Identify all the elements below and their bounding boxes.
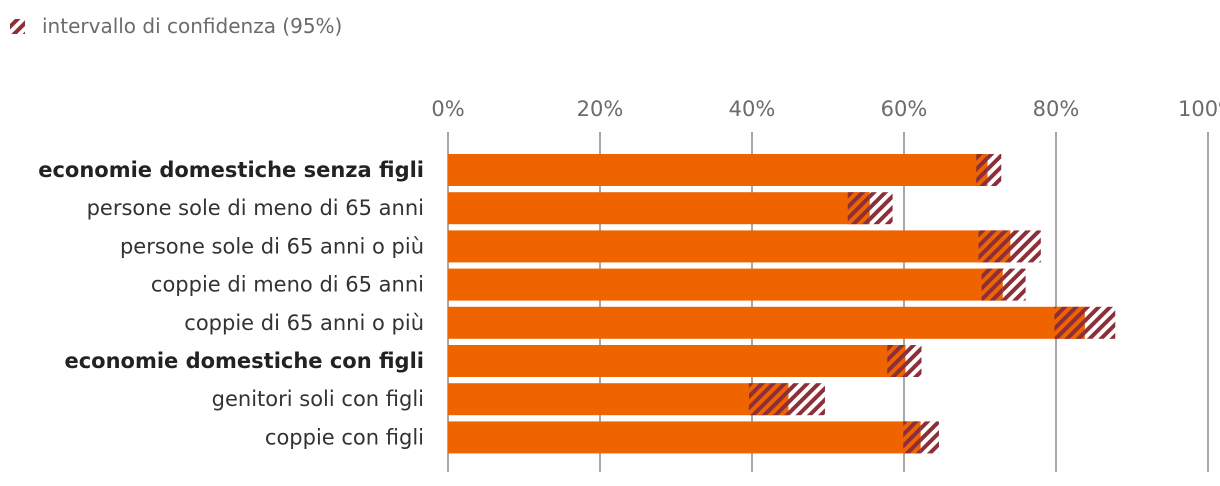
ci-upper-segment xyxy=(788,383,825,416)
bar-row xyxy=(448,268,1026,301)
category-label: coppie con figli xyxy=(265,425,424,449)
bar-row xyxy=(448,306,1116,339)
ci-lower-segment xyxy=(978,230,1011,263)
category-label: coppie di 65 anni o più xyxy=(184,311,424,335)
ci-legend-swatch xyxy=(10,19,25,34)
bar-row xyxy=(448,192,893,225)
x-tick-label: 100% xyxy=(1178,97,1220,121)
x-tick-label: 60% xyxy=(881,97,928,121)
category-label: persone sole di meno di 65 anni xyxy=(87,196,424,220)
ci-lower-segment xyxy=(748,383,789,416)
category-label: economie domestiche senza figli xyxy=(38,158,424,182)
bar xyxy=(448,306,1085,339)
x-tick-label: 40% xyxy=(729,97,776,121)
ci-legend-label: intervallo di confidenza (95%) xyxy=(42,14,342,38)
ci-lower-segment xyxy=(887,345,906,377)
ci-lower-segment xyxy=(903,421,921,454)
bar xyxy=(448,230,1011,263)
bar xyxy=(448,345,906,377)
category-label: persone sole di 65 anni o più xyxy=(120,234,424,258)
bar xyxy=(448,192,870,225)
bar-row xyxy=(448,421,939,454)
ci-upper-segment xyxy=(1084,306,1116,339)
ci-lower-segment xyxy=(976,154,988,186)
bar-row xyxy=(448,345,922,377)
category-label: genitori soli con figli xyxy=(212,387,424,411)
x-tick-label: 80% xyxy=(1033,97,1080,121)
x-tick-label: 0% xyxy=(431,97,464,121)
x-axis-ticks: 0% 20% 40% 60% 80% 100% xyxy=(431,97,1220,121)
ci-upper-segment xyxy=(869,192,893,225)
legend: intervallo di confidenza (95%) xyxy=(10,14,342,38)
gridlines xyxy=(447,132,1209,472)
bar-row xyxy=(448,154,1002,186)
bar xyxy=(448,383,789,416)
bar-row xyxy=(448,383,825,416)
x-tick-label: 20% xyxy=(577,97,624,121)
category-labels: economie domestiche senza figli persone s… xyxy=(38,158,424,449)
ci-upper-segment xyxy=(1002,268,1026,301)
ci-upper-segment xyxy=(905,345,922,377)
bar xyxy=(448,421,921,454)
bars xyxy=(448,154,1116,454)
category-label: economie domestiche con figli xyxy=(64,349,424,373)
bar xyxy=(448,154,988,186)
bar-row xyxy=(448,230,1041,263)
ci-lower-segment xyxy=(1054,306,1085,339)
bar xyxy=(448,268,1003,301)
ci-upper-segment xyxy=(920,421,939,454)
ci-upper-segment xyxy=(987,154,1002,186)
ci-lower-segment xyxy=(981,268,1003,301)
ci-lower-segment xyxy=(847,192,870,225)
category-label: coppie di meno di 65 anni xyxy=(151,273,424,297)
ci-upper-segment xyxy=(1010,230,1041,263)
